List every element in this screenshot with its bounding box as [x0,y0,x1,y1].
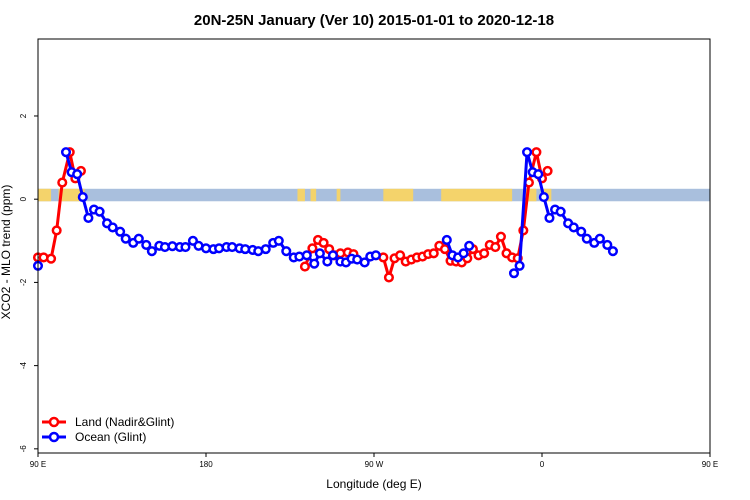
ocean-band [38,188,710,202]
land-band-6 [441,188,513,202]
series-1-point-1-37 [301,250,312,261]
y-tick-label-1: 0 [19,196,28,201]
series-1-point-1-0 [60,147,72,158]
legend-entry-land: Land (Nadir&Glint) [42,415,174,429]
y-tick-label-2: -2 [19,278,28,286]
land-ocean-mask [38,188,710,202]
series-1-point-1-4 [83,212,94,223]
series-1-point-1-3 [77,192,88,203]
series-1-point-3-12 [581,233,592,244]
series-1-point-1-46 [359,257,370,268]
series-1-point-1-19 [180,241,191,253]
series-1-point-2-3 [458,248,469,259]
series-0-point-2-29 [542,165,553,176]
series-1-point-3-0 [508,268,520,279]
x-axis-label: Longitude (deg E) [326,477,421,491]
y-axis-label: XCO2 - MLO trend (ppm) [0,185,13,320]
series-0-point-2-18 [479,248,490,259]
series-1-point-1-33 [273,235,284,246]
series-0-point-0-4 [57,177,68,188]
series-1-point-2-0 [441,234,452,246]
x-tick-label-1: 180 [199,460,213,469]
series-0-point-0-3 [51,225,62,236]
series-1-point-3-5 [538,192,549,203]
series-1-point-3-4 [533,169,544,180]
y-tick-label-0: 2 [19,113,28,118]
legend-entry-ocean: Ocean (Glint) [42,430,146,444]
legend-marker-land [48,416,60,428]
series-1-point-1-41 [327,250,338,261]
series-0-point-2-27 [531,147,542,158]
x-tick-label-0: 90 E [30,460,46,469]
series-0-point-1-3 [318,237,329,248]
chart-title: 20N-25N January (Ver 10) 2015-01-01 to 2… [194,12,554,29]
series-1 [32,147,618,279]
series-0-point-2-21 [495,231,506,242]
series-1-point-1-34 [281,246,292,257]
series-0-point-2-20 [490,241,501,253]
series-1-point-1-31 [260,244,271,255]
x-tick-label-3: 0 [540,460,545,469]
series-1-point-2-4 [464,240,475,251]
series-0-point-2-3 [395,250,406,261]
series-1-point-3-15 [602,239,613,251]
land-band-5 [383,188,414,202]
series-1-point-1-40 [322,256,333,267]
y-tick-label-3: -4 [19,362,28,370]
series-1-point-1-8 [107,222,118,233]
series-0-point-1-0 [299,261,310,272]
series-0-point-2-1 [383,272,394,283]
series-1-point-3-11 [576,226,587,237]
series-1-point-1-13 [141,239,152,251]
land-band-3 [310,188,317,202]
series-1-point-1-38 [309,258,320,269]
series-0-point-2-9 [428,248,439,259]
series-1-point-1-6 [94,206,105,217]
series-1-point-1-9 [115,226,126,237]
series-0-point-0-2 [46,253,57,264]
land-band-2 [297,188,305,202]
land-band-4 [336,188,341,202]
series-1-point-1-2 [72,169,83,180]
y-tick-label-4: -6 [19,445,28,453]
series-1-point-1-14 [146,246,157,257]
series-1-point-3-8 [555,206,566,217]
series-1-point-3-10 [568,222,579,233]
series-1-point-1-10 [120,233,131,244]
series-1-point-3-1 [514,260,525,271]
series-1-point-1-12 [133,233,144,244]
x-tick-label-2: 90 W [365,460,384,469]
plot-frame [37,38,711,454]
series-1-point-1-48 [370,250,381,261]
axis-ticks: 90 E 180 90 W 0 90 E 2 0 -2 -4 -6 [19,113,718,469]
x-tick-label-4: 90 E [702,460,718,469]
legend-label-ocean: Ocean (Glint) [75,430,146,444]
legend-label-land: Land (Nadir&Glint) [75,415,174,429]
series-1-point-3-16 [607,246,618,257]
series-layer [32,147,618,283]
series-1-point-3-2 [522,147,533,158]
land-band-0 [38,188,52,202]
series-0-point-1-1 [307,243,318,254]
legend-marker-ocean [48,431,60,443]
series-1-point-3-14 [594,233,605,244]
legend: Land (Nadir&Glint) Ocean (Glint) [42,415,174,444]
series-1-point-1-39 [314,248,325,259]
series-1-point-3-6 [544,212,555,223]
